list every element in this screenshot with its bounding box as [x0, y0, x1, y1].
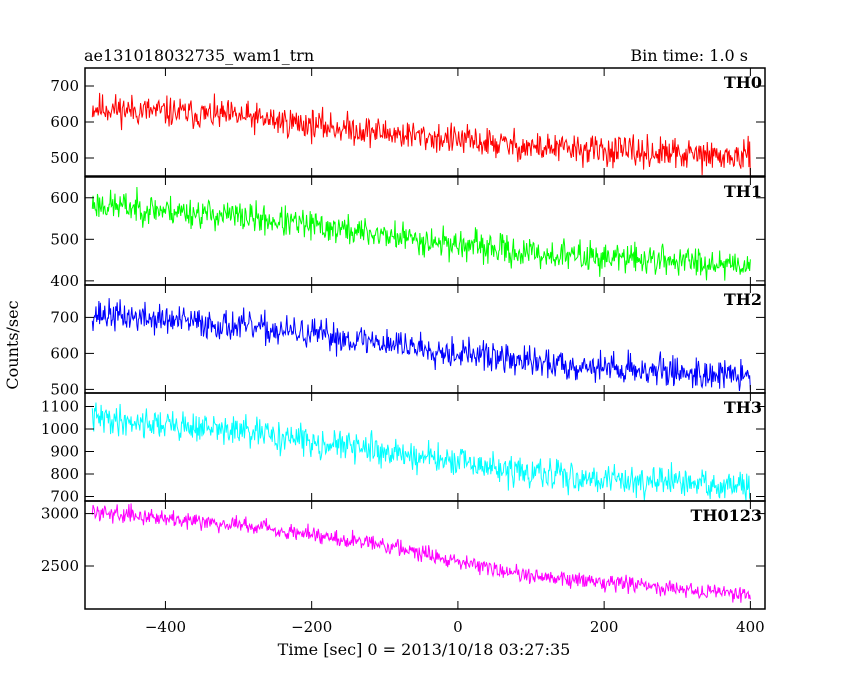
- y-tick-label: 1100: [41, 398, 79, 416]
- panel-name-label: TH0: [724, 73, 762, 92]
- panel-name-label: TH1: [724, 182, 762, 201]
- panel-frame: [84, 500, 766, 610]
- x-tick-label: 0: [453, 618, 463, 636]
- panel-th3: 700 800 900 1000 1100 TH3: [41, 392, 766, 506]
- panel-frame: [84, 284, 766, 394]
- y-tick-label: 2500: [41, 557, 79, 575]
- series-th2-line: [91, 298, 751, 392]
- y-tick-label: 500: [50, 230, 79, 248]
- series-th3-line: [91, 402, 751, 501]
- y-tick-label: 700: [50, 308, 79, 326]
- panel-th0123: 2500 3000 TH0123: [41, 500, 766, 610]
- y-tick-label: 500: [50, 149, 79, 167]
- y-tick-label: 600: [50, 113, 79, 131]
- chart-title: ae131018032735_wam1_trn: [84, 46, 314, 65]
- panel-th1: 400 500 600 TH1: [50, 176, 766, 290]
- x-axis-label: Time [sec] 0 = 2013/10/18 03:27:35: [278, 640, 571, 659]
- x-tick-label: 400: [736, 618, 765, 636]
- bin-time-label: Bin time: 1.0 s: [630, 46, 748, 65]
- y-tick-label: 800: [50, 465, 79, 483]
- y-axis-label: Counts/sec: [3, 300, 22, 389]
- panel-th2: 500 600 700 TH2: [50, 284, 766, 398]
- y-tick-label: 600: [50, 344, 79, 362]
- y-tick-label: 1000: [41, 420, 79, 438]
- x-tick-label: −400: [145, 618, 186, 636]
- x-tick-label: −200: [291, 618, 332, 636]
- panel-th0: 500 600 700 TH0: [50, 67, 766, 177]
- y-tick-label: 3000: [41, 505, 79, 523]
- panel-frame: [84, 67, 766, 177]
- x-tick-label: 200: [590, 618, 619, 636]
- y-tick-label: 700: [50, 77, 79, 95]
- y-tick-label: 700: [50, 488, 79, 506]
- panel-name-label: TH3: [724, 398, 762, 417]
- y-tick-label: 400: [50, 272, 79, 290]
- panels-group: 500 600 700 TH0 400 500 600 TH1 500 600 700 TH2 700 8…: [41, 67, 766, 636]
- y-tick-label: 900: [50, 443, 79, 461]
- panel-name-label: TH0123: [690, 506, 762, 525]
- series-th0-line: [91, 92, 751, 176]
- panel-frame: [84, 176, 766, 286]
- panel-name-label: TH2: [724, 290, 762, 309]
- y-tick-label: 500: [50, 380, 79, 398]
- y-tick-label: 600: [50, 189, 79, 207]
- series-th1-line: [91, 186, 751, 281]
- series-th0123-line: [91, 503, 751, 603]
